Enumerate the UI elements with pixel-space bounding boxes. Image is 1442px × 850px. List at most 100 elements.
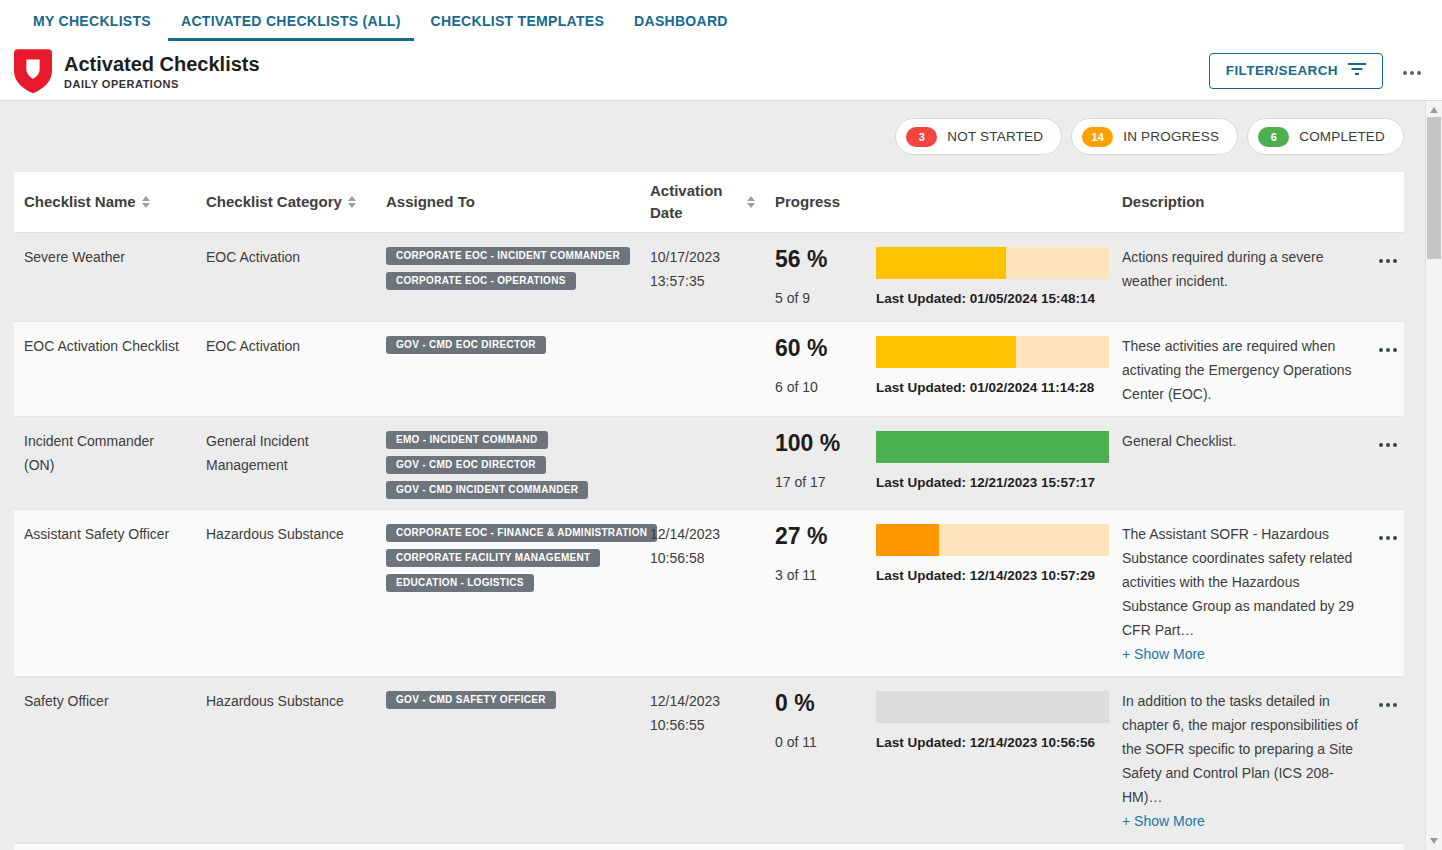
- progress-bar-cell: Last Updated: 01/02/2024 11:14:28: [866, 322, 1112, 416]
- status-label: NOT STARTED: [947, 129, 1043, 144]
- row-menu-button[interactable]: [1377, 526, 1398, 544]
- more-horiz-icon: [1377, 259, 1398, 263]
- last-updated: Last Updated: 01/02/2024 11:14:28: [876, 376, 1102, 400]
- column-label: Checklist Category: [206, 191, 342, 213]
- scrollbar-thumb[interactable]: [1427, 117, 1441, 259]
- column-label: Description: [1122, 191, 1205, 213]
- assigned-tag: CORPORATE EOC - FINANCE & ADMINISTRATION: [386, 524, 657, 542]
- description-text: In addition to the tasks detailed in cha…: [1122, 693, 1358, 805]
- page-subtitle: DAILY OPERATIONS: [64, 78, 1209, 90]
- more-horiz-icon: [1377, 703, 1398, 707]
- checklist-category: Hazardous Substance: [196, 510, 376, 676]
- row-actions: [1378, 417, 1404, 509]
- table-row: Assistant Safety Officer Hazardous Subst…: [14, 510, 1404, 677]
- activation-date: 12/14/2023 10:56:55: [640, 677, 765, 843]
- activation-date: [640, 322, 765, 416]
- assigned-to-tags: CORPORATE EOC - INCIDENT COMMANDERCORPOR…: [376, 233, 640, 321]
- assigned-to-tags: CORPORATE EOC - FACILITIES: [376, 844, 640, 850]
- assigned-to-tags: CORPORATE EOC - FINANCE & ADMINISTRATION…: [376, 510, 640, 676]
- progress-percent: 60 %: [775, 334, 856, 362]
- row-menu-button[interactable]: [1377, 693, 1398, 711]
- checklist-category: General Incident Management: [196, 417, 376, 509]
- activation-time-value: 13:57:35: [650, 269, 755, 293]
- status-pill-in-progress[interactable]: 14IN PROGRESS: [1071, 118, 1238, 155]
- column-header-assigned-to: Assigned To: [376, 172, 640, 232]
- progress-bar: [876, 691, 1109, 723]
- table-row: Severe Weather EOC Activation CORPORATE …: [14, 233, 1404, 322]
- sort-icon: [747, 196, 755, 208]
- status-count-badge: 3: [906, 127, 937, 147]
- column-label: Progress: [775, 191, 840, 213]
- scroll-up-icon[interactable]: [1430, 107, 1438, 113]
- description-text: Actions required during a severe weather…: [1122, 249, 1324, 289]
- sort-icon: [142, 196, 150, 208]
- progress-bar-fill: [876, 336, 1016, 368]
- column-header-actions: [1378, 172, 1404, 232]
- activation-date: [640, 417, 765, 509]
- filter-search-button[interactable]: FILTER/SEARCH: [1209, 53, 1383, 89]
- progress-percent: 27 %: [775, 522, 856, 550]
- checklist-category: EOC Activation: [196, 233, 376, 321]
- status-pill-not-started[interactable]: 3 NOT STARTED: [895, 118, 1062, 155]
- status-count-badge: 6: [1258, 127, 1289, 147]
- description-cell: General Checklist.: [1112, 417, 1378, 509]
- column-header-checklist-category[interactable]: Checklist Category: [196, 172, 376, 232]
- progress-bar-cell: Last Updated: 12/13/2023 11:49:14: [866, 844, 1112, 850]
- progress-count: 0 of 11: [775, 730, 856, 754]
- progress-percent: 0 %: [775, 689, 856, 717]
- checklist-name: Preventative Maintenance Checklist: [14, 844, 196, 850]
- tab-my-checklists[interactable]: MY CHECKLISTS: [20, 0, 164, 41]
- activation-date-value: 12/14/2023: [650, 689, 755, 713]
- column-header-checklist-name[interactable]: Checklist Name: [14, 172, 196, 232]
- checklists-table: Checklist Name Checklist Category Assigned…: [14, 172, 1404, 850]
- tab-activated-checklists-all[interactable]: ACTIVATED CHECKLISTS (ALL): [168, 0, 414, 41]
- checklist-category: EOC Activation: [196, 322, 376, 416]
- description-text: General Checklist.: [1122, 433, 1236, 449]
- table-row: Preventative Maintenance Checklist Daily…: [14, 844, 1404, 850]
- assigned-to-tags: GOV - CMD SAFETY OFFICER: [376, 677, 640, 843]
- progress-bar-cell: Last Updated: 12/21/2023 15:57:17: [866, 417, 1112, 509]
- status-pill-completed[interactable]: 6COMPLETED: [1247, 118, 1404, 155]
- progress-percent-cell: 33 % 3 of 9: [765, 844, 866, 850]
- activation-date: 10/17/2023 13:57:35: [640, 233, 765, 321]
- progress-count: 3 of 11: [775, 563, 856, 587]
- progress-bar-cell: Last Updated: 01/05/2024 15:48:14: [866, 233, 1112, 321]
- progress-percent-cell: 56 % 5 of 9: [765, 233, 866, 321]
- more-horiz-icon: [1377, 536, 1398, 540]
- table-row: Safety Officer Hazardous Substance GOV -…: [14, 677, 1404, 844]
- vertical-scrollbar[interactable]: [1425, 101, 1442, 850]
- scroll-down-icon[interactable]: [1430, 838, 1438, 844]
- assigned-tag: GOV - CMD SAFETY OFFICER: [386, 691, 556, 709]
- show-more-link[interactable]: + Show More: [1122, 809, 1364, 833]
- row-menu-button[interactable]: [1377, 249, 1398, 267]
- row-menu-button[interactable]: [1377, 433, 1398, 451]
- show-more-link[interactable]: + Show More: [1122, 642, 1364, 666]
- last-updated: Last Updated: 12/14/2023 10:56:56: [876, 731, 1102, 755]
- table-body: Severe Weather EOC Activation CORPORATE …: [14, 233, 1404, 850]
- header-actions: FILTER/SEARCH: [1209, 53, 1426, 89]
- app-logo-icon: [14, 48, 52, 94]
- progress-bar-cell: Last Updated: 12/14/2023 10:56:56: [866, 677, 1112, 843]
- column-header-description: Description: [1112, 172, 1378, 232]
- header-more-button[interactable]: [1397, 59, 1426, 82]
- assigned-to-tags: EMO - INCIDENT COMMANDGOV - CMD EOC DIRE…: [376, 417, 640, 509]
- assigned-to-tags: GOV - CMD EOC DIRECTOR: [376, 322, 640, 416]
- progress-bar: [876, 431, 1109, 463]
- progress-bar-fill: [876, 524, 939, 556]
- description-text: The Assistant SOFR - Hazardous Substance…: [1122, 526, 1354, 638]
- column-header-activation-date[interactable]: Activation Date: [640, 172, 765, 232]
- assigned-tag: GOV - CMD EOC DIRECTOR: [386, 336, 546, 354]
- last-updated: Last Updated: 12/14/2023 10:57:29: [876, 564, 1102, 588]
- row-menu-button[interactable]: [1377, 338, 1398, 356]
- assigned-tag: GOV - CMD EOC DIRECTOR: [386, 456, 546, 474]
- description-cell: Actions required during a severe weather…: [1112, 233, 1378, 321]
- last-updated: Last Updated: 12/21/2023 15:57:17: [876, 471, 1102, 495]
- tab-checklist-templates[interactable]: CHECKLIST TEMPLATES: [418, 0, 617, 41]
- row-actions: [1378, 677, 1404, 843]
- description-cell: A preventative maintenance checklist hel…: [1112, 844, 1378, 850]
- progress-percent-cell: 100 % 17 of 17: [765, 417, 866, 509]
- table-row: EOC Activation Checklist EOC Activation …: [14, 322, 1404, 417]
- app-window: MY CHECKLISTSACTIVATED CHECKLISTS (ALL)C…: [0, 0, 1442, 850]
- tab-dashboard[interactable]: DASHBOARD: [621, 0, 741, 41]
- more-horiz-icon: [1401, 71, 1422, 75]
